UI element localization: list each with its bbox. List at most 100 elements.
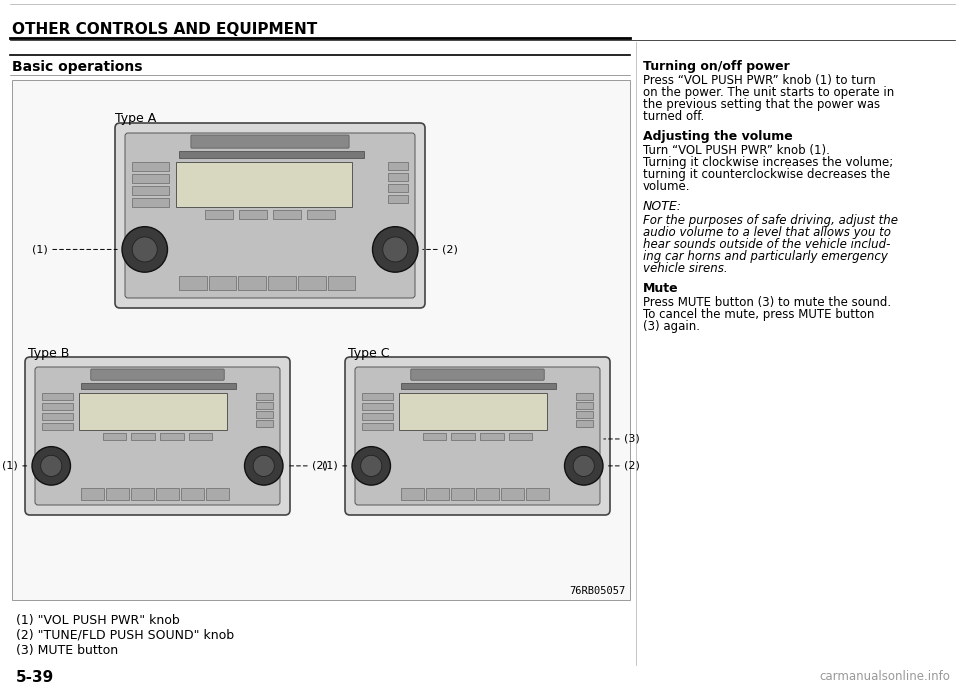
Text: (3) again.: (3) again. (643, 320, 700, 333)
Text: turned off.: turned off. (643, 110, 705, 123)
Text: Basic operations: Basic operations (12, 60, 142, 74)
Text: (2) "TUNE/FLD PUSH SOUND" knob: (2) "TUNE/FLD PUSH SOUND" knob (16, 629, 234, 642)
Bar (204, 210, 233, 219)
Bar (156, 488, 180, 501)
Bar (103, 433, 127, 440)
Text: turning it counterclockwise decreases the: turning it counterclockwise decreases th… (643, 168, 890, 181)
Bar (576, 411, 593, 418)
FancyBboxPatch shape (345, 357, 610, 515)
Circle shape (564, 447, 603, 485)
Bar (327, 276, 355, 290)
Bar (388, 184, 408, 192)
Circle shape (352, 447, 391, 485)
Text: 76RB05057: 76RB05057 (569, 586, 626, 596)
Bar (132, 186, 169, 195)
Text: hear sounds outside of the vehicle includ-: hear sounds outside of the vehicle inclu… (643, 238, 890, 251)
Bar (576, 420, 593, 427)
Circle shape (122, 227, 167, 273)
Text: (1) "VOL PUSH PWR" knob: (1) "VOL PUSH PWR" knob (16, 614, 180, 627)
Text: Turning on/off power: Turning on/off power (643, 60, 790, 73)
Bar (256, 420, 273, 427)
Bar (132, 198, 169, 207)
Bar (132, 433, 156, 440)
FancyBboxPatch shape (25, 357, 290, 515)
Bar (388, 173, 408, 181)
Circle shape (32, 447, 70, 485)
Bar (576, 402, 593, 408)
Bar (526, 488, 549, 501)
FancyBboxPatch shape (125, 133, 415, 298)
Bar (42, 403, 73, 410)
Text: (3) MUTE button: (3) MUTE button (16, 644, 118, 657)
Bar (206, 488, 229, 501)
Text: Type B: Type B (28, 347, 69, 360)
FancyBboxPatch shape (355, 367, 600, 505)
Bar (422, 433, 446, 440)
Text: NOTE:: NOTE: (643, 200, 682, 213)
Bar (398, 393, 547, 430)
Text: Press MUTE button (3) to mute the sound.: Press MUTE button (3) to mute the sound. (643, 296, 891, 309)
Text: Type C: Type C (348, 347, 390, 360)
Circle shape (132, 237, 157, 262)
Text: Type A: Type A (115, 112, 156, 125)
Bar (256, 393, 273, 400)
Text: the previous setting that the power was: the previous setting that the power was (643, 98, 880, 111)
Text: volume.: volume. (643, 180, 690, 193)
Text: OTHER CONTROLS AND EQUIPMENT: OTHER CONTROLS AND EQUIPMENT (12, 22, 317, 37)
Circle shape (40, 456, 61, 477)
Bar (451, 488, 474, 501)
Bar (388, 195, 408, 203)
Bar (509, 433, 533, 440)
Bar (426, 488, 449, 501)
Bar (79, 393, 227, 430)
Bar (132, 174, 169, 183)
Text: (1): (1) (323, 461, 338, 471)
Circle shape (383, 237, 408, 262)
Text: For the purposes of safe driving, adjust the: For the purposes of safe driving, adjust… (643, 214, 898, 227)
Bar (362, 413, 393, 420)
Bar (181, 488, 204, 501)
Text: Press “VOL PUSH PWR” knob (1) to turn: Press “VOL PUSH PWR” knob (1) to turn (643, 74, 876, 87)
Text: audio volume to a level that allows you to: audio volume to a level that allows you … (643, 226, 891, 239)
Bar (362, 403, 393, 410)
Bar (362, 423, 393, 430)
Bar (480, 433, 504, 440)
Text: carmanualsonline.info: carmanualsonline.info (819, 670, 950, 683)
Circle shape (361, 456, 382, 477)
FancyBboxPatch shape (115, 123, 425, 308)
Bar (256, 411, 273, 418)
Bar (401, 383, 557, 389)
Bar (188, 433, 212, 440)
Bar (501, 488, 524, 501)
Text: on the power. The unit starts to operate in: on the power. The unit starts to operate… (643, 86, 895, 99)
Circle shape (253, 456, 275, 477)
Bar (106, 488, 129, 501)
Bar (81, 488, 104, 501)
Bar (238, 276, 266, 290)
Bar (180, 151, 364, 158)
Bar (268, 276, 296, 290)
FancyBboxPatch shape (191, 135, 349, 148)
Bar (273, 210, 301, 219)
Text: vehicle sirens.: vehicle sirens. (643, 262, 728, 275)
Text: To cancel the mute, press MUTE button: To cancel the mute, press MUTE button (643, 308, 875, 321)
Bar (177, 163, 352, 207)
Bar (81, 383, 236, 389)
Text: (3): (3) (624, 434, 639, 444)
Circle shape (573, 456, 594, 477)
Bar (160, 433, 183, 440)
FancyBboxPatch shape (35, 367, 280, 505)
Text: (2): (2) (312, 461, 328, 471)
Bar (298, 276, 325, 290)
Text: ing car horns and particularly emergency: ing car horns and particularly emergency (643, 250, 888, 263)
Bar (12, 80, 630, 600)
Text: Turn “VOL PUSH PWR” knob (1).: Turn “VOL PUSH PWR” knob (1). (643, 144, 829, 157)
Bar (132, 488, 155, 501)
Text: 5-39: 5-39 (16, 670, 55, 683)
Circle shape (372, 227, 418, 273)
Bar (42, 393, 73, 400)
Bar (388, 163, 408, 170)
Bar (42, 413, 73, 420)
Text: (2): (2) (442, 245, 458, 255)
Text: Turning it clockwise increases the volume;: Turning it clockwise increases the volum… (643, 156, 893, 169)
